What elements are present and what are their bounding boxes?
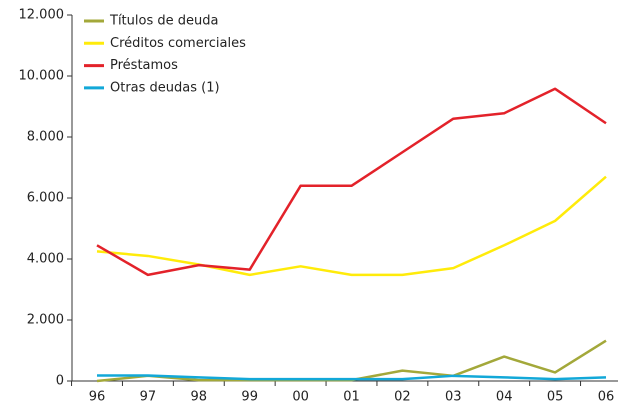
series-line — [96, 175, 607, 277]
legend-label: Créditos comerciales — [110, 36, 246, 51]
y-tick-label: 0 — [56, 374, 64, 389]
x-tick-label: 04 — [496, 390, 513, 405]
legend-label: Otras deudas (1) — [110, 80, 220, 95]
y-tick-label: 12.000 — [19, 8, 65, 23]
x-tick-label: 02 — [394, 390, 411, 405]
series-line — [96, 87, 607, 277]
y-tick-label: 10.000 — [19, 69, 65, 84]
y-tick-label: 4.000 — [27, 252, 64, 267]
y-tick-label: 8.000 — [27, 130, 64, 145]
x-tick-label: 05 — [547, 390, 564, 405]
y-tick-label: 2.000 — [27, 313, 64, 328]
x-tick-label: 06 — [598, 390, 615, 405]
legend-label: Préstamos — [110, 58, 178, 73]
x-tick-label: 97 — [140, 390, 157, 405]
x-tick-label: 03 — [445, 390, 462, 405]
x-tick-label: 99 — [241, 390, 258, 405]
series-line — [96, 339, 607, 383]
x-tick-label: 96 — [89, 390, 106, 405]
x-tick-label: 98 — [191, 390, 208, 405]
y-tick-label: 6.000 — [27, 191, 64, 206]
x-tick-label: 00 — [292, 390, 309, 405]
legend-label: Títulos de deuda — [109, 14, 218, 29]
series-line — [97, 374, 607, 381]
x-tick-label: 01 — [343, 390, 360, 405]
